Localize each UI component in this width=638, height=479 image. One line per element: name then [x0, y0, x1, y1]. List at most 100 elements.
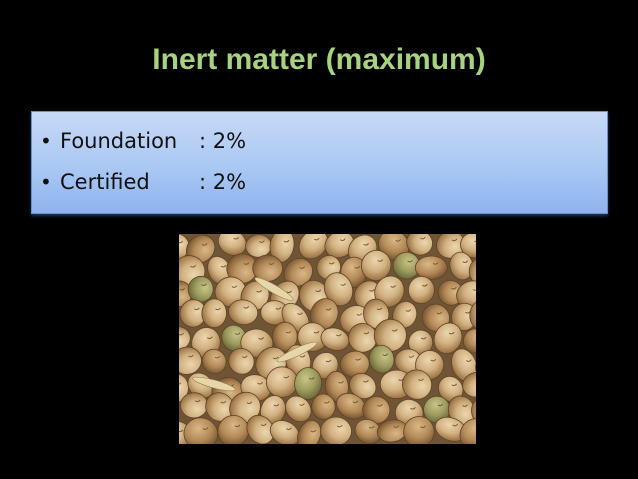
seed-beak	[382, 353, 389, 356]
seed-beak	[256, 289, 263, 293]
seed	[392, 251, 421, 280]
seed	[271, 321, 298, 352]
seed-beak	[451, 383, 458, 387]
seed-beak	[286, 427, 292, 430]
seed-beak	[410, 407, 416, 410]
seed-beak	[407, 259, 413, 263]
seed	[246, 414, 275, 444]
seed	[228, 347, 255, 375]
seed	[471, 395, 476, 426]
seed-beak	[220, 400, 227, 404]
seed	[266, 366, 299, 398]
bullet-label-certified: Certified	[60, 169, 150, 194]
seed-beak	[356, 313, 363, 316]
seed	[294, 367, 323, 400]
seed	[406, 234, 433, 256]
seed	[217, 234, 247, 256]
seed-beak	[268, 262, 275, 265]
seed	[324, 234, 355, 259]
seed-beak	[299, 354, 306, 358]
seed-beak	[243, 262, 250, 265]
seed	[433, 322, 463, 355]
seed-beak	[452, 423, 459, 427]
seed-beak	[339, 238, 346, 241]
seed-beak	[299, 266, 306, 269]
seed-beak	[243, 306, 250, 309]
seed-beak	[283, 375, 290, 379]
seed-beak	[201, 243, 208, 246]
seed-beak	[286, 290, 293, 294]
seed-beak	[363, 331, 370, 335]
seed-beak	[202, 427, 209, 430]
seed	[361, 249, 392, 282]
bullet-value-foundation: : 2%	[199, 128, 247, 153]
bullet-item-foundation: • Foundation : 2%	[40, 120, 607, 161]
seed	[320, 327, 350, 351]
seed-beak	[329, 261, 335, 265]
seed-beak	[432, 262, 439, 265]
seed	[414, 255, 448, 280]
seed	[228, 299, 259, 325]
seed-beak	[354, 266, 361, 269]
seed-beak	[363, 243, 370, 246]
inert-matter-sliver	[276, 341, 318, 363]
seed-beak	[462, 404, 468, 407]
bullet-mark: •	[40, 169, 52, 194]
seed-beak	[336, 424, 343, 428]
seed-beak	[310, 429, 317, 433]
seed-beak	[207, 336, 213, 339]
inert-matter-sliver	[192, 376, 236, 392]
seed-beak	[377, 404, 383, 407]
seed-beak	[234, 424, 241, 428]
seed-beak	[451, 286, 457, 290]
seed	[401, 369, 433, 400]
seed-beak	[368, 425, 375, 429]
seed-beak	[273, 403, 280, 407]
seed	[217, 415, 250, 444]
seed-beak	[338, 380, 344, 384]
seed-beak	[275, 307, 282, 310]
bullet-list: • Foundation : 2% • Certified : 2%	[32, 112, 607, 202]
seed	[462, 328, 476, 354]
seed-beak	[259, 240, 265, 243]
seed	[179, 346, 202, 375]
seed-beak	[313, 330, 320, 334]
seed-beak	[260, 423, 267, 426]
seed-photo-drawing	[179, 234, 476, 444]
seed-beak	[241, 355, 248, 358]
seed	[297, 420, 322, 444]
seed-beak	[190, 265, 197, 268]
seed-beak	[340, 283, 347, 286]
bullet-label-foundation: Foundation	[60, 128, 178, 153]
slide-title: Inert matter (maximum)	[152, 43, 486, 76]
seed-beak	[390, 285, 397, 288]
seed-beak	[283, 239, 290, 243]
seed	[298, 234, 329, 260]
seed	[407, 276, 435, 304]
seed-beak	[188, 354, 194, 358]
seed	[285, 395, 312, 423]
seed-beak	[324, 401, 330, 404]
seed-beak	[474, 240, 476, 243]
bullet-item-certified: • Certified : 2%	[40, 161, 607, 202]
seed	[403, 416, 435, 444]
seed-beak	[179, 287, 186, 291]
seed-beak	[377, 259, 384, 262]
seed	[323, 272, 354, 307]
seed-beak	[220, 264, 227, 268]
seed-beak	[352, 400, 359, 404]
seed	[354, 418, 382, 444]
seed-beak	[299, 403, 305, 406]
seed-beak	[179, 240, 184, 244]
seed	[462, 371, 476, 398]
seed-beak	[258, 337, 265, 340]
seed-beak	[395, 239, 402, 242]
seed	[368, 344, 395, 374]
seed	[201, 298, 227, 329]
seed-beak	[465, 359, 472, 362]
seed-beak	[233, 236, 240, 240]
seed-beak	[325, 307, 332, 311]
seed-beak	[325, 359, 332, 363]
seed	[320, 416, 352, 444]
seed-beak	[369, 289, 375, 292]
